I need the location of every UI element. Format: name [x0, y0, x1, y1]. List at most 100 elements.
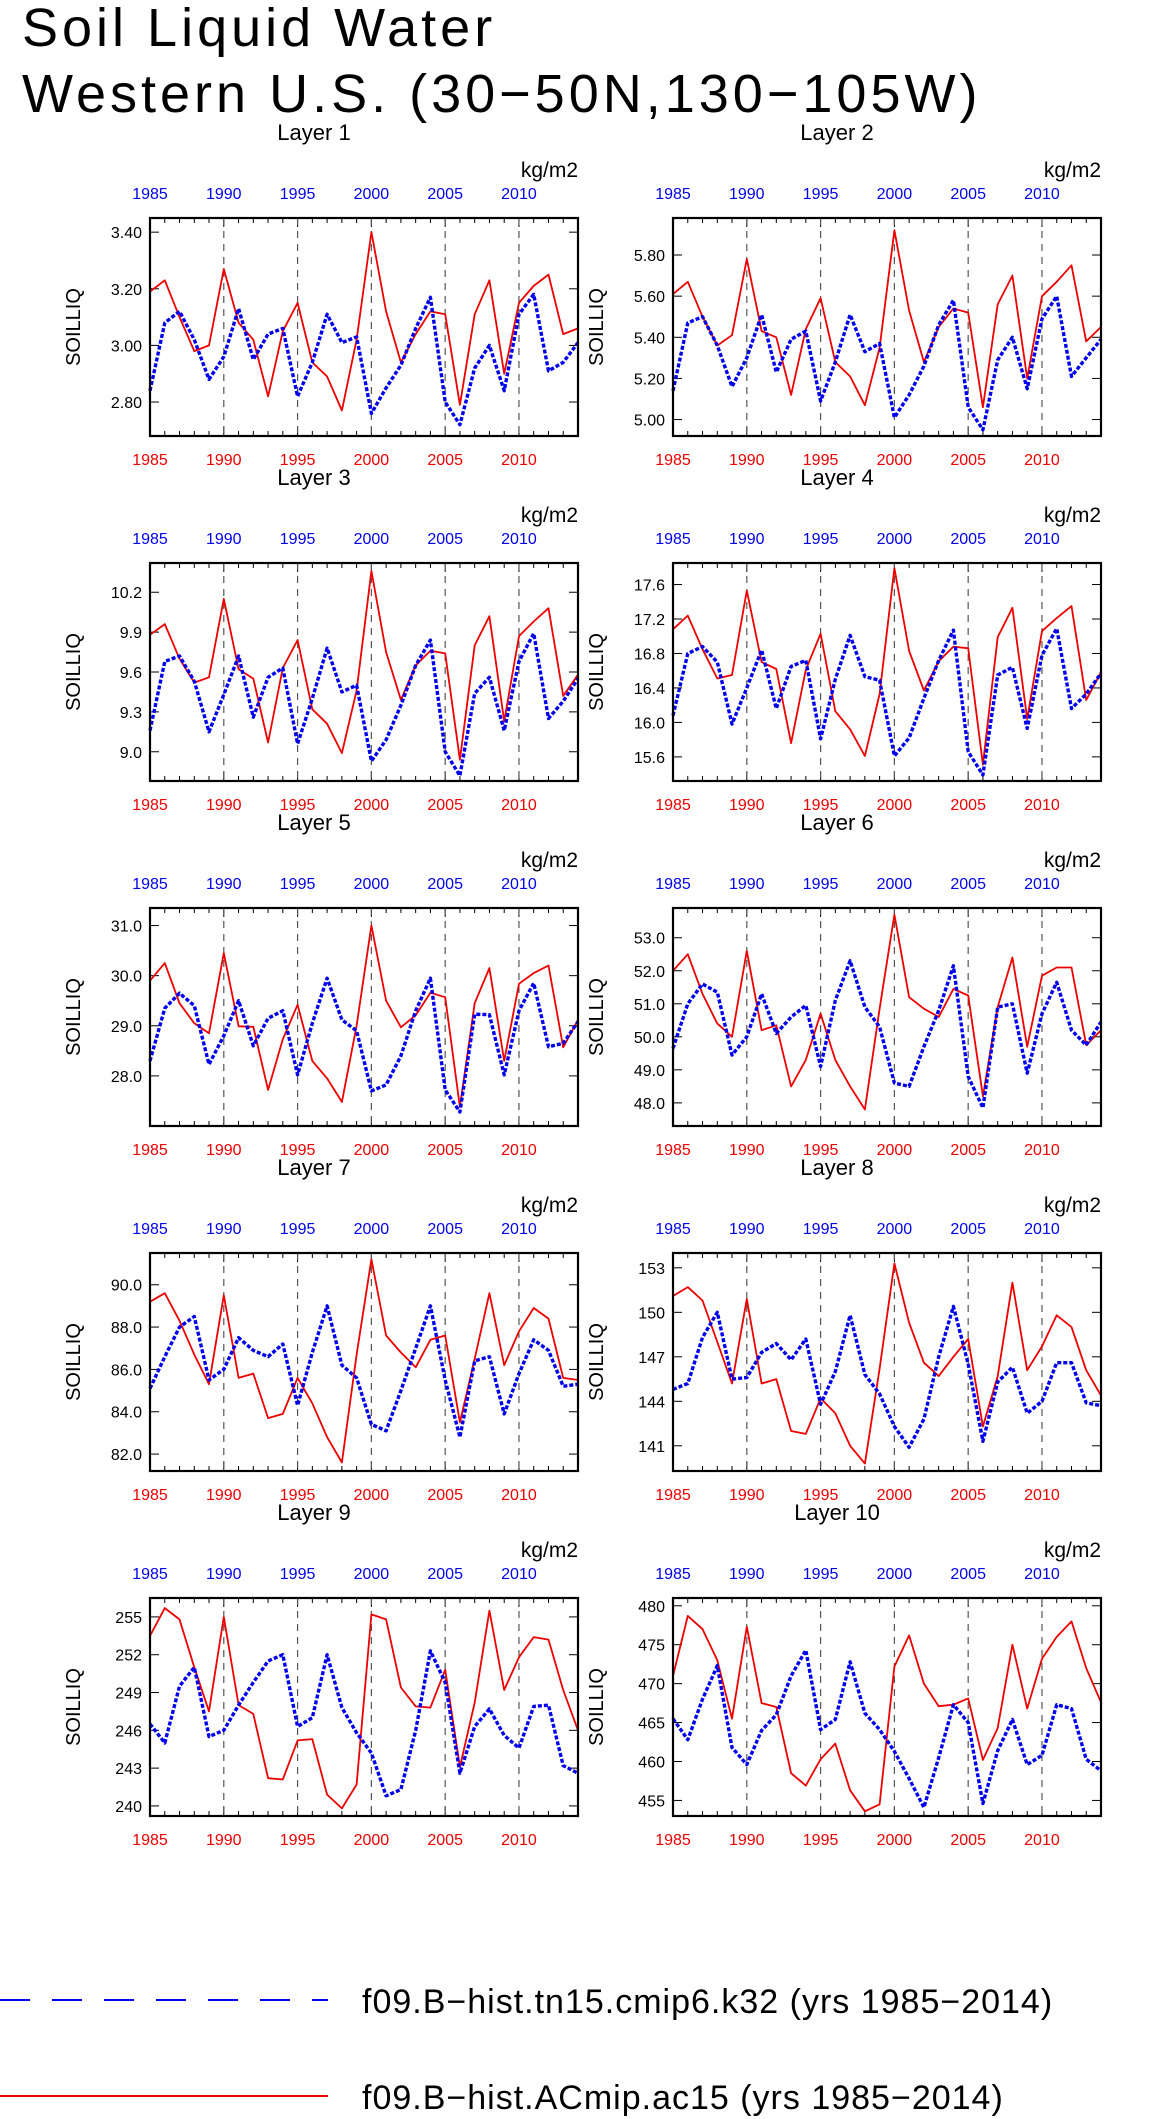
panel-title: Layer 6	[800, 810, 873, 835]
x-tick-label-bottom: 2010	[501, 797, 537, 814]
legend-label-model-a: f09.B−hist.tn15.cmip6.k32 (yrs 1985−2014…	[362, 1983, 1053, 2021]
panel-grid: Layer 1 kg/m2 SOILLIQ 1985 1985 1990 1990 1995 1…	[63, 120, 1103, 1849]
y-tick-label: 243	[115, 1761, 142, 1778]
x-tick-label-top: 1995	[280, 1221, 316, 1238]
x-tick-label-bottom: 2005	[950, 797, 986, 814]
y-tick-label: 252	[115, 1648, 142, 1665]
x-tick-label-top: 2000	[877, 1221, 913, 1238]
x-tick-label-bottom: 1990	[206, 1142, 242, 1159]
x-tick-label-bottom: 2005	[950, 1487, 986, 1504]
x-tick-label-bottom: 2010	[1024, 797, 1060, 814]
y-tick-label: 3.20	[111, 282, 142, 299]
y-tick-label: 10.2	[111, 585, 142, 602]
panel-title: Layer 4	[800, 465, 873, 490]
x-tick-label-top: 2000	[354, 1221, 390, 1238]
plot-frame	[148, 216, 580, 438]
x-tick-label-top: 1985	[132, 1566, 168, 1583]
x-tick-label-bottom: 2010	[501, 1487, 537, 1504]
x-tick-label-bottom: 2000	[354, 452, 390, 469]
panel-title: Layer 7	[277, 1155, 350, 1180]
x-tick-label-bottom: 2005	[950, 1832, 986, 1849]
panel-title: Layer 10	[794, 1500, 880, 1525]
series-line-model-a	[671, 626, 1103, 777]
y-tick-label: 150	[638, 1305, 665, 1322]
x-tick-label-top: 1985	[655, 531, 691, 548]
y-tick-label: 16.4	[634, 681, 665, 698]
x-tick-label-bottom: 1990	[206, 1487, 242, 1504]
y-tick-label: 90.0	[111, 1278, 142, 1295]
plot-frame	[671, 216, 1103, 438]
x-tick-label-bottom: 1995	[803, 797, 839, 814]
x-tick-label-top: 1985	[655, 1221, 691, 1238]
x-tick-label-top: 1990	[206, 186, 242, 203]
x-tick-label-top: 2005	[950, 531, 986, 548]
x-tick-label-bottom: 1985	[655, 1487, 691, 1504]
y-tick-label: 9.6	[120, 665, 142, 682]
y-tick-label: 49.0	[634, 1063, 665, 1080]
plot-frame	[671, 906, 1103, 1128]
x-tick-label-bottom: 1990	[206, 797, 242, 814]
x-tick-label-top: 2005	[427, 186, 463, 203]
plot-frame	[148, 906, 580, 1128]
x-tick-label-top: 1985	[132, 186, 168, 203]
x-tick-label-bottom: 1990	[729, 797, 765, 814]
y-tick-label: 31.0	[111, 919, 142, 936]
x-tick-label-top: 1985	[655, 1566, 691, 1583]
x-tick-label-bottom: 1995	[803, 452, 839, 469]
series-line-model-b	[672, 913, 1102, 1111]
x-tick-label-bottom: 1995	[803, 1142, 839, 1159]
x-tick-label-top: 1990	[206, 531, 242, 548]
y-tick-label: 51.0	[634, 997, 665, 1014]
panel-unit-label: kg/m2	[1044, 849, 1101, 872]
y-tick-label: 141	[638, 1439, 665, 1456]
x-tick-label-bottom: 1995	[803, 1832, 839, 1849]
x-tick-label-bottom: 1990	[729, 1832, 765, 1849]
y-tick-label: 16.8	[634, 646, 665, 663]
x-tick-label-top: 2000	[354, 876, 390, 893]
y-axis-label: SOILLIQ	[63, 288, 85, 366]
x-tick-label-bottom: 1985	[132, 452, 168, 469]
series-line-model-b	[149, 1258, 579, 1464]
figure-title-line2: Western U.S. (30−50N,130−105W)	[22, 64, 981, 124]
x-tick-label-top: 2000	[354, 186, 390, 203]
y-tick-label: 5.00	[634, 413, 665, 430]
y-tick-label: 48.0	[634, 1096, 665, 1113]
panel-unit-label: kg/m2	[1044, 1539, 1101, 1562]
y-tick-label: 17.6	[634, 578, 665, 595]
plot-frame	[148, 561, 580, 783]
x-tick-label-top: 2000	[877, 186, 913, 203]
series-line-model-a	[672, 1304, 1102, 1450]
x-tick-label-bottom: 1985	[132, 797, 168, 814]
x-tick-label-bottom: 2010	[501, 1142, 537, 1159]
series-line-model-b	[672, 229, 1102, 409]
panel-unit-label: kg/m2	[1044, 1194, 1101, 1217]
panel-9: Layer 9 kg/m2 SOILLIQ 1985 1985 1990 1990 1995 1…	[63, 1500, 580, 1849]
y-axis-label: SOILLIQ	[63, 1323, 85, 1401]
panel-3: Layer 3 kg/m2 SOILLIQ 1985 1985 1990 1990 1995 1…	[63, 465, 580, 814]
y-tick-label: 455	[638, 1793, 665, 1810]
x-tick-label-bottom: 2005	[427, 1832, 463, 1849]
y-tick-label: 50.0	[634, 1030, 665, 1047]
x-tick-label-top: 2005	[427, 876, 463, 893]
y-tick-label: 53.0	[634, 931, 665, 948]
x-tick-label-top: 1985	[132, 1221, 168, 1238]
y-tick-label: 5.80	[634, 248, 665, 265]
x-tick-label-bottom: 2000	[354, 1142, 390, 1159]
x-tick-label-top: 2010	[501, 876, 537, 893]
panel-unit-label: kg/m2	[521, 504, 578, 527]
x-tick-label-top: 2010	[501, 1221, 537, 1238]
x-tick-label-top: 1995	[280, 876, 316, 893]
series-line-model-b	[672, 1262, 1102, 1465]
panel-title: Layer 5	[277, 810, 350, 835]
x-tick-label-bottom: 1985	[655, 1832, 691, 1849]
y-tick-label: 3.40	[111, 225, 142, 242]
x-tick-label-top: 2000	[877, 1566, 913, 1583]
x-tick-label-bottom: 1995	[280, 452, 316, 469]
x-tick-label-top: 2000	[877, 876, 913, 893]
series-line-model-b	[672, 1615, 1102, 1813]
y-tick-label: 144	[638, 1394, 665, 1411]
y-tick-label: 255	[115, 1610, 142, 1627]
x-tick-label-bottom: 2000	[877, 1487, 913, 1504]
x-tick-label-bottom: 1985	[132, 1487, 168, 1504]
x-tick-label-bottom: 2005	[427, 797, 463, 814]
